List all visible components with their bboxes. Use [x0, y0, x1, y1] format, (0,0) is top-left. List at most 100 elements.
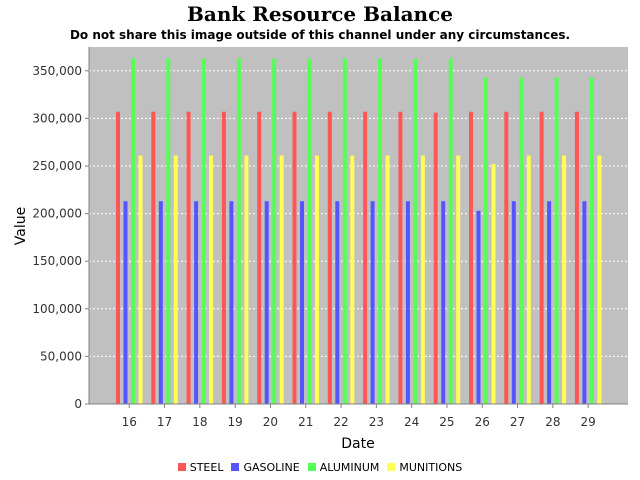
legend-swatch — [387, 463, 396, 471]
bars — [116, 58, 602, 405]
x-tick-label: 16 — [122, 415, 137, 429]
bar-gasoline-26 — [476, 210, 481, 404]
bar-aluminum-19 — [236, 58, 241, 404]
legend-swatch — [307, 463, 316, 471]
bar-gasoline-29 — [582, 201, 587, 404]
legend-swatch — [177, 463, 186, 471]
bar-aluminum-28 — [554, 77, 559, 405]
bar-steel-17 — [151, 111, 156, 405]
bar-steel-25 — [433, 112, 438, 405]
bar-steel-19 — [221, 111, 226, 405]
bar-aluminum-20 — [272, 58, 277, 404]
bar-gasoline-20 — [264, 201, 269, 404]
y-axis-title: Value — [13, 207, 29, 245]
y-axis: 0 50,000 100,000 150,000 200,000 250,000 300,0… — [32, 47, 90, 411]
legend-label: ALUMINUM — [319, 461, 380, 474]
x-tick-label: 29 — [581, 415, 596, 429]
chart-title: Bank Resource Balance — [187, 2, 453, 26]
bar-munitions-19 — [244, 155, 249, 404]
bar-gasoline-19 — [229, 201, 234, 404]
x-tick-label: 25 — [439, 415, 454, 429]
legend-item-munitions: MUNITIONS — [387, 461, 462, 474]
bar-munitions-25 — [456, 155, 461, 404]
bar-aluminum-23 — [378, 58, 383, 404]
legend-label: GASOLINE — [243, 461, 300, 474]
x-tick-label: 18 — [192, 415, 207, 429]
bar-aluminum-25 — [448, 58, 453, 404]
x-tick-label: 27 — [510, 415, 525, 429]
bar-munitions-23 — [385, 155, 390, 404]
bar-gasoline-18 — [194, 201, 199, 404]
bar-munitions-28 — [562, 155, 567, 404]
x-tick-label: 19 — [228, 415, 243, 429]
bar-gasoline-23 — [370, 201, 375, 404]
x-axis: 16 17 18 19 20 21 22 23 24 25 26 27 28 29 — [89, 403, 628, 429]
bar-steel-18 — [186, 111, 191, 405]
bar-munitions-20 — [279, 155, 284, 404]
bar-aluminum-16 — [131, 58, 135, 404]
x-tick-label: 21 — [298, 415, 313, 429]
y-tick-label: 150,000 — [32, 254, 82, 268]
bar-munitions-27 — [526, 155, 531, 404]
bar-steel-24 — [398, 111, 403, 405]
bar-gasoline-25 — [441, 201, 446, 404]
bar-munitions-29 — [597, 155, 602, 404]
bar-gasoline-22 — [335, 201, 340, 404]
legend-item-aluminum: ALUMINUM — [307, 461, 380, 474]
bar-aluminum-29 — [589, 77, 594, 405]
bar-steel-23 — [363, 111, 368, 405]
bar-gasoline-28 — [547, 201, 552, 404]
x-tick-label: 28 — [545, 415, 560, 429]
legend-label: STEEL — [189, 461, 224, 474]
x-tick-label: 17 — [157, 415, 172, 429]
bar-steel-20 — [257, 111, 262, 405]
bar-steel-26 — [469, 111, 473, 405]
bar-aluminum-27 — [519, 77, 524, 405]
bar-munitions-17 — [173, 155, 178, 404]
y-tick-label: 200,000 — [32, 207, 82, 221]
y-tick-label: 250,000 — [32, 159, 82, 173]
legend-label: MUNITIONS — [399, 461, 463, 474]
x-tick-label: 24 — [404, 415, 419, 429]
bar-aluminum-17 — [166, 58, 171, 404]
bar-munitions-24 — [420, 155, 425, 404]
bar-gasoline-17 — [158, 201, 163, 404]
plot-area — [89, 47, 628, 404]
bar-munitions-22 — [350, 155, 355, 404]
legend-swatch — [231, 463, 240, 471]
legend-item-gasoline: GASOLINE — [231, 461, 300, 474]
bar-gasoline-21 — [300, 201, 304, 404]
legend-item-steel: STEEL — [177, 461, 224, 474]
x-tick-label: 20 — [263, 415, 278, 429]
bar-steel-27 — [504, 111, 509, 405]
bar-steel-22 — [327, 111, 332, 405]
bar-gasoline-16 — [123, 201, 128, 404]
y-tick-label: 50,000 — [40, 349, 82, 363]
legend: STEEL GASOLINE ALUMINUM MUNITIONS — [0, 461, 640, 474]
y-tick-label: 300,000 — [32, 111, 82, 125]
bar-munitions-21 — [315, 155, 319, 404]
y-tick-label: 350,000 — [32, 64, 82, 78]
y-tick-label: 100,000 — [32, 302, 82, 316]
bar-munitions-18 — [209, 155, 214, 404]
x-tick-label: 23 — [369, 415, 384, 429]
bar-aluminum-22 — [342, 58, 347, 404]
x-tick-label: 22 — [333, 415, 348, 429]
bar-munitions-16 — [138, 155, 143, 404]
bar-steel-21 — [292, 111, 297, 405]
x-tick-label: 26 — [475, 415, 490, 429]
bar-steel-29 — [574, 111, 579, 405]
bar-munitions-26 — [491, 164, 496, 404]
bar-gasoline-27 — [511, 201, 516, 404]
bar-steel-16 — [116, 111, 120, 405]
bar-aluminum-26 — [484, 77, 488, 405]
bar-steel-28 — [539, 111, 544, 405]
bar-gasoline-24 — [405, 201, 410, 404]
grid-lines — [89, 70, 628, 357]
y-tick-label: 0 — [74, 397, 82, 411]
bar-aluminum-21 — [307, 58, 312, 404]
bar-aluminum-18 — [201, 58, 206, 404]
bar-aluminum-24 — [413, 58, 418, 404]
x-axis-title: Date — [341, 436, 374, 452]
